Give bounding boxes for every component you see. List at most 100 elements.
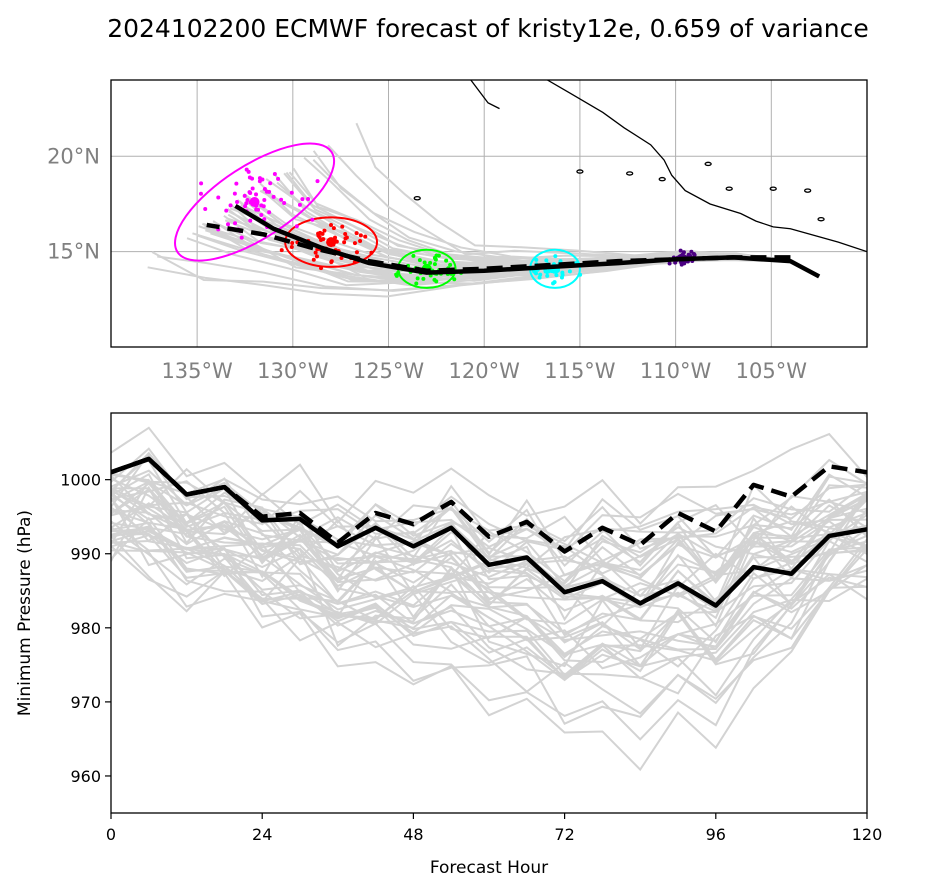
- member-position-dot: [545, 273, 550, 278]
- member-position-dot: [290, 241, 295, 246]
- map-longitude-ticks: 135°W 130°W 125°W 120°W 115°W 110°W 105°W: [161, 359, 807, 383]
- member-position-dot: [216, 195, 221, 200]
- ensemble-pressure-line: [111, 455, 867, 554]
- ensemble-pressure-line: [111, 532, 867, 659]
- ensemble-pressure-line: [111, 545, 867, 677]
- member-position-dot: [415, 276, 420, 281]
- member-position-dot: [248, 218, 253, 223]
- map-x-tick-label: 105°W: [736, 359, 808, 383]
- ensemble-pressure-line: [111, 482, 867, 607]
- member-position-dot: [667, 261, 672, 266]
- member-position-dot: [279, 197, 284, 202]
- member-position-dot: [262, 198, 267, 203]
- member-position-dot: [225, 222, 230, 227]
- map-y-tick-label: 20°N: [47, 144, 100, 168]
- member-position-dot: [259, 203, 264, 208]
- cluster-mean-marker: [249, 197, 260, 208]
- y-axis-label: Minimum Pressure (hPa): [15, 510, 35, 716]
- member-position-dot: [259, 212, 264, 217]
- member-position-dot: [340, 224, 345, 229]
- member-position-dot: [343, 232, 348, 237]
- member-position-dot: [329, 260, 334, 265]
- island: [576, 169, 584, 174]
- y-tick-label: 980: [70, 619, 101, 638]
- member-position-dot: [432, 255, 437, 260]
- member-position-dot: [250, 186, 255, 191]
- ensemble-pressure-line: [111, 539, 867, 651]
- member-position-dot: [331, 226, 336, 231]
- pressure-panel: 0 24 48 72 96 120 960 970 980 990 1000 Forecast H…: [15, 412, 882, 878]
- member-position-dot: [276, 176, 281, 181]
- map-x-tick-label: 115°W: [544, 359, 616, 383]
- member-position-dot: [199, 181, 204, 186]
- member-position-dot: [272, 172, 277, 177]
- member-position-dot: [232, 191, 237, 196]
- member-position-dot: [444, 258, 449, 263]
- map-latitude-ticks: 15°N 20°N: [47, 144, 100, 263]
- member-position-dot: [233, 221, 238, 226]
- island: [658, 176, 666, 182]
- member-position-dot: [315, 179, 320, 184]
- member-position-dot: [282, 201, 287, 206]
- x-tick-label: 72: [554, 825, 574, 844]
- ensemble-pressure-line: [111, 504, 867, 593]
- member-position-dot: [448, 262, 453, 267]
- chart-title: 2024102200 ECMWF forecast of kristy12e, …: [107, 14, 869, 43]
- member-position-dot: [268, 181, 273, 186]
- member-position-dot: [421, 276, 426, 281]
- ensemble-pressure-line: [111, 491, 867, 697]
- member-position-dot: [428, 260, 433, 265]
- ensemble-pressure-line: [111, 492, 867, 668]
- member-position-dot: [318, 237, 323, 242]
- x-axis-label: Forecast Hour: [430, 858, 548, 878]
- y-tick-label: 1000: [60, 471, 101, 490]
- ensemble-pressure-line: [111, 426, 867, 525]
- member-position-dot: [422, 260, 427, 265]
- member-position-dot: [267, 210, 272, 215]
- member-position-dot: [339, 256, 344, 261]
- position-clusters: [174, 142, 697, 289]
- island: [769, 186, 777, 191]
- member-position-dot: [245, 198, 250, 203]
- member-position-dot: [203, 207, 208, 212]
- member-position-dot: [228, 203, 233, 208]
- y-tick-label: 990: [70, 545, 101, 564]
- x-tick-label: 96: [706, 825, 726, 844]
- member-position-dot: [239, 235, 244, 240]
- ensemble-pressure-line: [111, 451, 867, 628]
- member-position-dot: [311, 257, 316, 262]
- member-position-dot: [247, 175, 252, 180]
- map-x-tick-label: 130°W: [257, 359, 329, 383]
- member-position-dot: [452, 277, 457, 282]
- map-y-tick-label: 15°N: [47, 240, 100, 264]
- member-position-dot: [235, 200, 240, 205]
- map-x-tick-label: 125°W: [353, 359, 425, 383]
- member-position-dot: [314, 254, 319, 259]
- member-position-dot: [289, 190, 294, 195]
- member-position-dot: [224, 208, 229, 213]
- y-tick-label: 960: [70, 767, 101, 786]
- member-position-dot: [257, 179, 262, 184]
- map-x-tick-label: 120°W: [449, 359, 521, 383]
- island: [804, 188, 812, 193]
- ensemble-pressure-line: [111, 512, 867, 644]
- map-x-tick-label: 135°W: [161, 359, 233, 383]
- island: [413, 195, 421, 201]
- member-position-dot: [417, 258, 422, 263]
- pressure-x-ticks: 0 24 48 72 96 120: [106, 813, 882, 844]
- member-position-dot: [294, 224, 299, 229]
- member-position-dot: [532, 269, 537, 274]
- coastline: [413, 80, 867, 253]
- member-position-dot: [352, 241, 357, 246]
- track-map-panel: 135°W 130°W 125°W 120°W 115°W 110°W 105°W 15°N…: [47, 79, 868, 383]
- island: [626, 171, 634, 176]
- y-tick-label: 970: [70, 693, 101, 712]
- member-position-dot: [544, 258, 549, 263]
- member-position-dot: [411, 253, 416, 258]
- member-position-dot: [306, 197, 311, 202]
- member-position-dot: [432, 277, 437, 282]
- member-position-dot: [198, 191, 203, 196]
- member-position-dot: [394, 273, 399, 278]
- member-position-dot: [554, 273, 559, 278]
